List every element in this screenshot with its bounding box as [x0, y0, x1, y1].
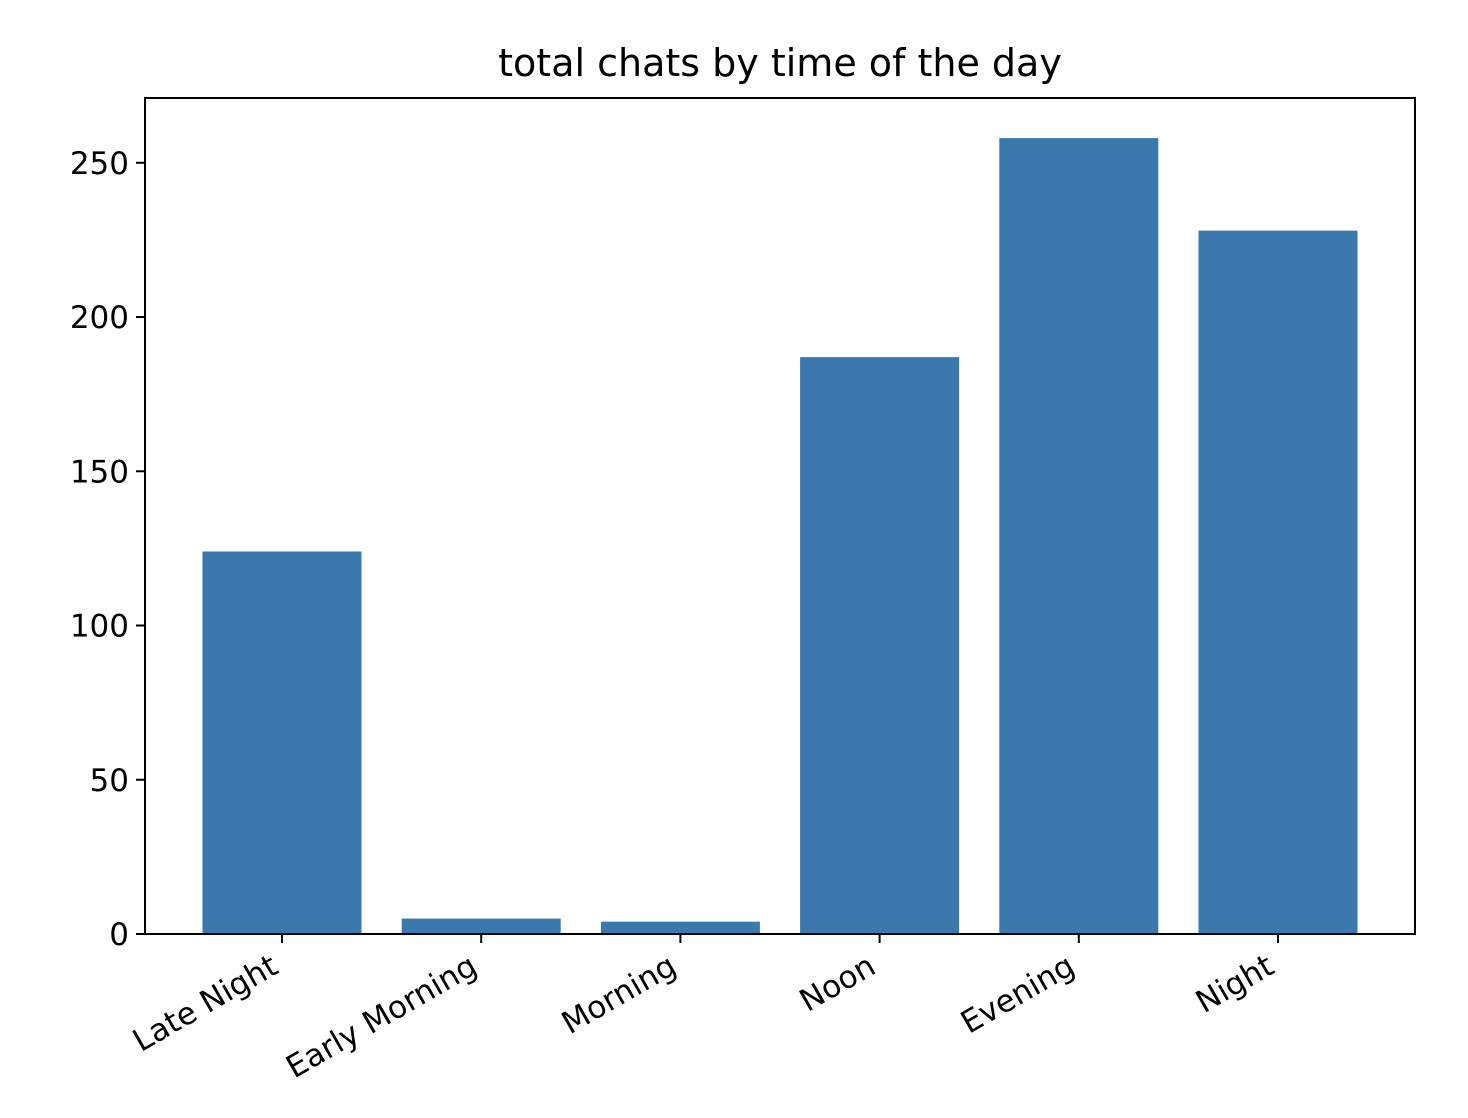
x-tick-label: Early Morning	[280, 948, 483, 1086]
bar-early-morning	[401, 918, 561, 934]
x-tick-label: Noon	[794, 948, 882, 1020]
x-tick-label: Morning	[556, 948, 683, 1042]
bar-late-night	[202, 551, 362, 934]
x-tick-label: Night	[1190, 948, 1280, 1021]
y-tick-label: 50	[90, 763, 129, 799]
y-axis: 0 50 100 150 200 250	[70, 146, 145, 953]
bar-evening	[999, 138, 1159, 934]
chart-title: total chats by time of the day	[498, 41, 1062, 85]
y-tick-label: 150	[70, 454, 129, 490]
plot-frame	[144, 97, 1416, 935]
bar-morning	[600, 921, 760, 934]
bars-layer	[202, 138, 1358, 935]
x-tick-label: Late Night	[127, 948, 284, 1059]
y-tick-label: 100	[70, 609, 129, 645]
y-tick-label: 0	[109, 917, 129, 953]
bar-noon	[800, 357, 960, 934]
y-tick-label: 200	[70, 300, 129, 336]
x-tick-label: Evening	[955, 948, 1081, 1041]
y-tick-label: 250	[70, 146, 129, 182]
bar-night	[1198, 230, 1358, 935]
